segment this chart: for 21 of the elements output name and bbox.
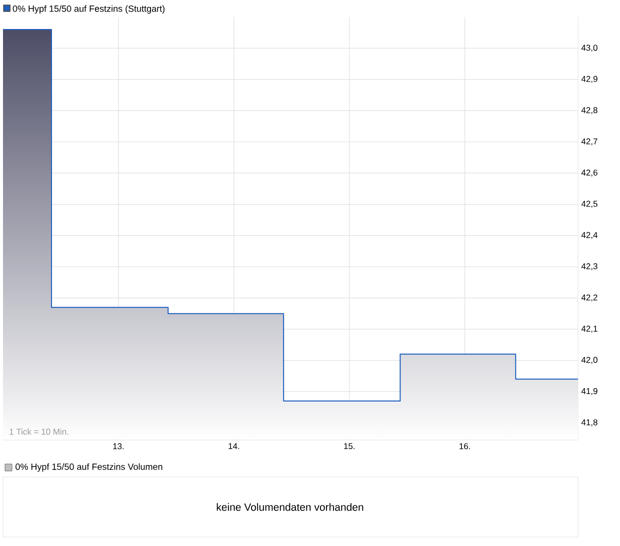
y-tick-label: 42,7	[581, 138, 598, 146]
x-tick-label: 14.	[228, 443, 240, 450]
y-tick-label: 42,9	[581, 76, 598, 83]
x-tick-label: 15.	[344, 443, 355, 450]
y-tick-label: 42,6	[581, 170, 598, 177]
y-tick-label: 43,0	[581, 44, 598, 52]
y-tick-label: 42,0	[581, 356, 598, 364]
legend-label: 0% Hypf 15/50 auf Festzins (Stuttgart)	[12, 5, 165, 14]
y-tick-label: 41,8	[581, 419, 598, 426]
x-tick-label: 13.	[113, 443, 124, 450]
y-tick-label: 42,8	[581, 107, 598, 114]
y-tick-label: 42,2	[581, 294, 598, 302]
text: keine Volumendaten vorhanden	[216, 503, 364, 511]
x-tick-label: 16.	[460, 443, 470, 450]
y-tick-label: 41,9	[581, 388, 598, 396]
y-tick-label: 42,3	[581, 263, 598, 270]
y-tick-label: 42,1	[581, 326, 598, 333]
y-tick-label: 42,4	[581, 232, 598, 240]
y-tick-label: 42,5	[581, 200, 598, 208]
annotation: 1 Tick = 10 Min.	[10, 428, 68, 435]
text: 0% Hypf 15/50 auf Festzins Volumen	[16, 463, 162, 472]
